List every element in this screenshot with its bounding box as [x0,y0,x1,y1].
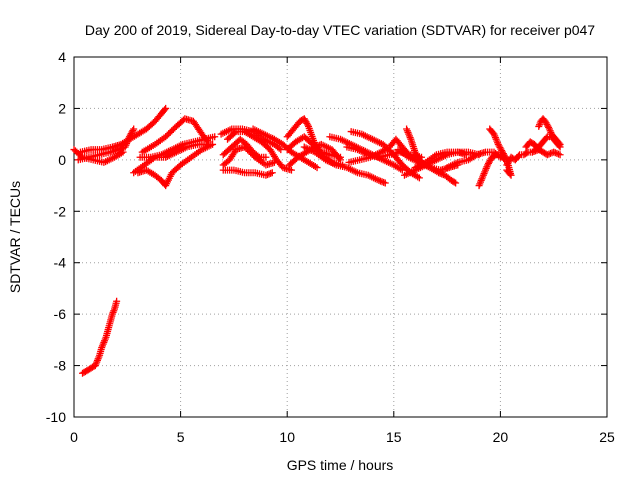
series-arc-16 [219,166,276,179]
data-point [130,125,138,133]
x-tick-label: 10 [279,429,295,445]
data-point [162,104,170,112]
data-point [555,142,563,150]
data-point [161,106,169,114]
series-arc-12 [217,125,285,154]
data-point [542,134,550,142]
plot-frame [73,56,608,418]
data-point [262,153,270,161]
chart-title: Day 200 of 2019, Sidereal Day-to-day VTE… [85,22,595,38]
data-point [287,166,295,174]
data-point [337,156,344,164]
data-point [491,152,499,160]
data-point [304,121,312,129]
grid [74,57,607,417]
x-tick-label: 5 [177,429,185,445]
data-point [523,149,531,157]
data-point [270,158,278,166]
series-arc-29 [503,146,543,169]
data-point [113,297,121,305]
data-point [381,179,389,187]
series-arc-10 [219,143,278,169]
y-axis-label: SDTVAR / TECUs [7,181,23,293]
y-tick-label: 0 [58,152,66,168]
series-arc-5 [138,115,212,156]
y-tick-label: -4 [54,255,67,271]
data-point [119,148,127,156]
data-point [515,152,523,160]
y-tick-label: -8 [54,358,67,374]
series-arc-9 [219,135,270,161]
series-arc-7 [130,140,212,177]
series-arc-21 [345,135,415,166]
series-arc-4 [134,140,217,190]
data-point [275,144,283,152]
data-point [504,167,512,175]
series-arc-31 [535,115,564,148]
data-point [268,169,276,177]
data-point [277,146,285,154]
data-point [313,164,321,172]
data-point [211,133,219,141]
series-arc-27 [475,151,509,190]
data-point [231,129,239,137]
data-point [129,127,137,135]
y-tick-label: 2 [58,100,66,116]
series-arc-3 [70,146,127,166]
data-point [545,123,553,131]
y-tick-label: -2 [54,203,67,219]
data-point [450,178,458,186]
data-point [77,152,85,160]
x-tick-label: 25 [599,429,615,445]
series-arc-17 [300,143,389,187]
x-tick-label: 15 [386,429,402,445]
y-tick-label: -6 [54,306,67,322]
x-tick-label: 0 [70,429,78,445]
data-points [70,104,564,377]
data-point [452,179,460,187]
data-point [556,151,564,159]
x-tick-label: 20 [493,429,509,445]
y-tick-label: -10 [46,409,66,425]
data-point [204,140,212,148]
x-axis-label: GPS time / hours [287,457,394,473]
data-point [415,174,423,182]
series-arc-32 [528,133,564,156]
y-tick-label: 4 [58,49,66,65]
data-point [556,143,564,151]
ticks: 0 5 10 15 20 25 -10 -8 -6 -4 -2 0 2 4 [46,49,615,445]
data-point [335,154,343,162]
series-arc-33 [79,297,121,377]
series-arc-19 [347,128,423,182]
